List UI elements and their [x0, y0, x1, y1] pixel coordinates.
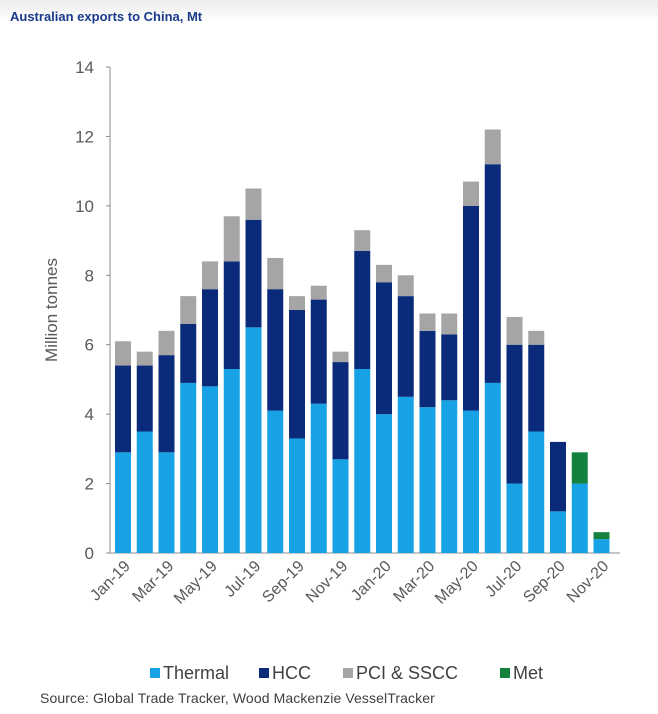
- y-tick-label: 8: [85, 266, 94, 285]
- x-tick-label: Sep-19: [259, 558, 308, 607]
- bar-pci-sscc-dec-19: [354, 230, 371, 251]
- bar-thermal-jun-20: [484, 382, 501, 553]
- y-tick-label: 10: [75, 197, 94, 216]
- legend-label-1: HCC: [272, 663, 311, 683]
- bar-thermal-sep-19: [289, 438, 305, 553]
- bar-hcc-mar-20: [419, 330, 436, 408]
- bar-hcc-sep-19: [289, 310, 305, 439]
- bar-pci-sscc-apr-19: [180, 296, 197, 324]
- bar-thermal-feb-19: [136, 431, 153, 553]
- legend-label-2: PCI & SSCC: [356, 663, 458, 683]
- bar-hcc-jul-20: [506, 344, 523, 484]
- bar-hcc-mar-19: [158, 355, 175, 453]
- x-tick-label: Jan-19: [87, 558, 134, 605]
- bar-hcc-feb-20: [397, 296, 414, 397]
- x-tick-label: Jul-19: [221, 558, 264, 601]
- legend-label-3: Met: [513, 663, 543, 683]
- bar-hcc-jan-20: [376, 282, 392, 415]
- bar-pci-sscc-nov-19: [332, 351, 349, 363]
- x-tick-label: Nov-20: [564, 558, 613, 607]
- bar-thermal-jan-19: [115, 452, 131, 553]
- legend-swatch-3: [500, 668, 510, 678]
- bar-thermal-feb-20: [397, 396, 414, 553]
- bar-pci-sscc-mar-19: [158, 330, 175, 356]
- bar-thermal-jul-20: [506, 483, 523, 553]
- bar-thermal-dec-19: [354, 369, 371, 553]
- bar-hcc-may-20: [463, 205, 479, 411]
- bar-pci-sscc-jan-20: [376, 264, 392, 283]
- bar-thermal-nov-19: [332, 459, 349, 553]
- bar-pci-sscc-sep-19: [289, 296, 305, 310]
- y-tick-label: 6: [85, 336, 94, 355]
- bar-hcc-sep-20: [550, 441, 566, 512]
- bar-pci-sscc-may-19: [202, 261, 218, 290]
- bar-hcc-feb-19: [136, 365, 153, 432]
- bar-thermal-oct-20: [571, 483, 588, 553]
- bar-hcc-nov-19: [332, 362, 349, 460]
- bar-thermal-apr-19: [180, 382, 197, 553]
- x-tick-label: Jan-20: [348, 558, 395, 605]
- bar-pci-sscc-aug-20: [528, 330, 545, 345]
- bar-pci-sscc-mar-20: [419, 313, 436, 331]
- chart-title: Australian exports to China, Mt: [10, 9, 203, 24]
- bar-thermal-jan-20: [376, 414, 392, 553]
- bar-hcc-jan-19: [115, 365, 131, 453]
- x-tick-label: May-19: [171, 558, 221, 608]
- bar-pci-sscc-may-20: [463, 181, 479, 206]
- bar-hcc-apr-20: [441, 334, 458, 401]
- bar-thermal-may-20: [463, 410, 479, 553]
- bar-pci-sscc-jun-19: [223, 216, 240, 262]
- bar-pci-sscc-aug-19: [267, 257, 284, 290]
- bar-thermal-nov-20: [593, 539, 610, 553]
- bar-thermal-mar-20: [419, 407, 436, 553]
- bar-pci-sscc-jul-19: [245, 188, 262, 220]
- source-note: Source: Global Trade Tracker, Wood Macke…: [40, 690, 435, 706]
- bar-thermal-sep-20: [550, 511, 566, 553]
- x-tick-label: Sep-20: [520, 558, 569, 607]
- y-tick-label: 4: [85, 405, 94, 424]
- bar-thermal-apr-20: [441, 400, 458, 553]
- bar-thermal-aug-20: [528, 431, 545, 553]
- bar-thermal-jul-19: [245, 327, 262, 553]
- bar-thermal-jun-19: [223, 369, 240, 553]
- bar-met-oct-20: [571, 452, 588, 484]
- bar-thermal-aug-19: [267, 410, 284, 553]
- bar-pci-sscc-feb-20: [397, 275, 414, 297]
- bar-hcc-may-19: [202, 289, 218, 387]
- y-tick-label: 12: [75, 127, 94, 146]
- bar-hcc-jun-20: [484, 164, 501, 383]
- bar-thermal-may-19: [202, 386, 218, 553]
- legend-swatch-1: [259, 668, 269, 678]
- bar-hcc-dec-19: [354, 250, 371, 370]
- bar-pci-sscc-jul-20: [506, 316, 523, 345]
- legend-swatch-0: [150, 668, 160, 678]
- bar-pci-sscc-oct-19: [310, 285, 327, 300]
- legend-swatch-2: [343, 668, 353, 678]
- bar-pci-sscc-feb-19: [136, 351, 153, 366]
- x-tick-label: Mar-20: [390, 558, 438, 606]
- bar-hcc-aug-20: [528, 344, 545, 432]
- x-tick-label: Mar-19: [129, 558, 177, 606]
- bar-hcc-jun-19: [223, 261, 240, 370]
- x-tick-label: May-20: [432, 558, 482, 608]
- bar-hcc-aug-19: [267, 289, 284, 411]
- y-tick-label: 14: [75, 58, 94, 77]
- bar-hcc-jul-19: [245, 219, 262, 328]
- y-axis-label: Million tonnes: [42, 258, 61, 362]
- bar-hcc-apr-19: [180, 323, 197, 383]
- bar-pci-sscc-jun-20: [484, 129, 501, 165]
- y-tick-label: 0: [85, 544, 94, 563]
- bar-pci-sscc-jan-19: [115, 341, 131, 366]
- bar-hcc-oct-19: [310, 299, 327, 404]
- legend-label-0: Thermal: [163, 663, 229, 683]
- x-tick-label: Jul-20: [482, 558, 525, 601]
- x-tick-label: Nov-19: [303, 558, 352, 607]
- bar-pci-sscc-apr-20: [441, 313, 458, 335]
- y-tick-label: 2: [85, 475, 94, 494]
- bar-met-nov-20: [593, 532, 610, 540]
- bar-thermal-mar-19: [158, 452, 175, 553]
- bar-thermal-oct-19: [310, 403, 327, 553]
